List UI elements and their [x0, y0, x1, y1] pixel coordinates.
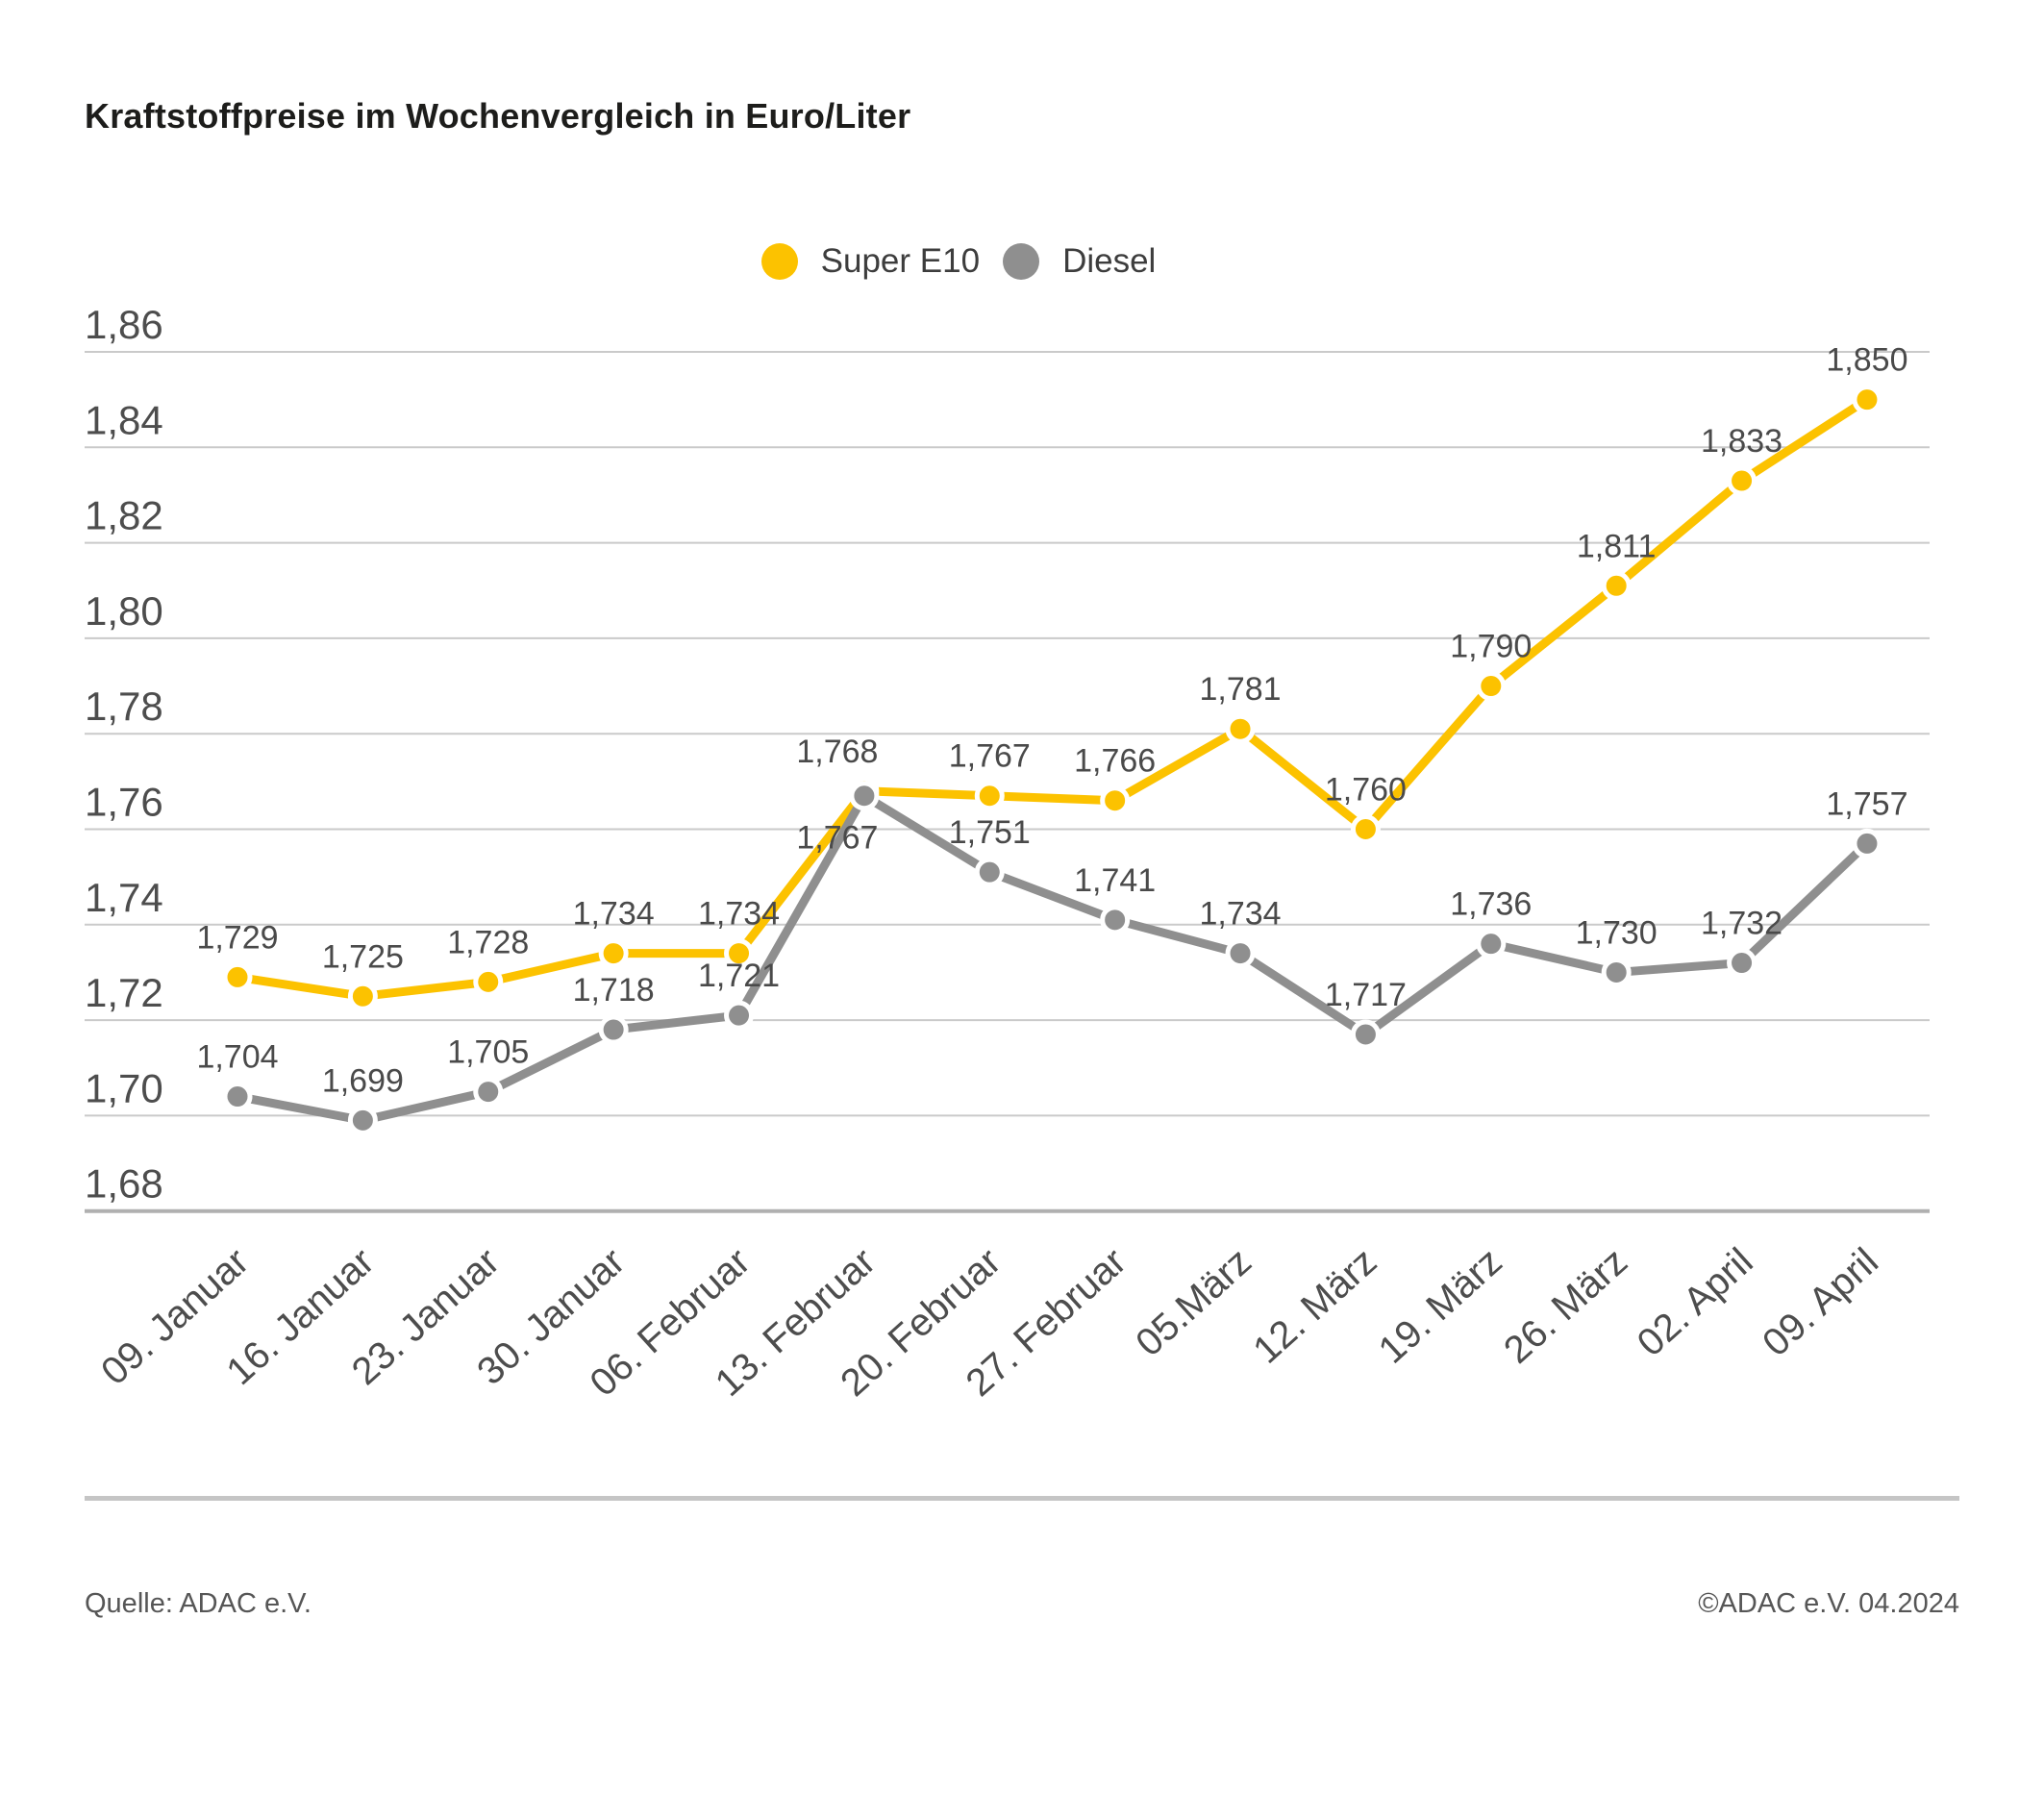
x-tick-label: 09. April	[1755, 1240, 1886, 1364]
data-label-super-e10: 1,760	[1325, 772, 1407, 809]
legend-dot-diesel-icon	[1003, 243, 1040, 280]
data-label-diesel: 1,734	[1199, 896, 1281, 933]
data-label-diesel: 1,732	[1701, 906, 1782, 942]
legend-item-super-e10: Super E10	[760, 242, 981, 281]
data-label-diesel: 1,705	[447, 1034, 529, 1071]
legend-item-diesel: Diesel	[1003, 242, 1156, 281]
data-point-super-e10	[1350, 814, 1381, 844]
data-point-diesel	[473, 1077, 504, 1108]
series-line-diesel	[237, 791, 1871, 1125]
legend-dot-super-e10-icon	[760, 243, 798, 280]
x-tick-label: 12. März	[1245, 1240, 1384, 1372]
data-point-diesel	[1727, 948, 1757, 979]
data-label-diesel: 1,736	[1450, 886, 1532, 923]
y-tick-label: 1,86	[85, 302, 163, 347]
data-point-diesel	[598, 1014, 629, 1045]
data-point-super-e10	[473, 966, 504, 997]
data-point-super-e10	[598, 938, 629, 969]
x-tick-label: 05.März	[1128, 1240, 1259, 1364]
legend-label-super-e10: Super E10	[820, 242, 981, 280]
y-tick-label: 1,82	[85, 493, 163, 538]
y-tick-label: 1,78	[85, 684, 163, 729]
data-point-diesel	[974, 857, 1005, 887]
y-tick-label: 1,72	[85, 970, 163, 1015]
data-label-super-e10: 1,767	[949, 738, 1031, 775]
y-tick-label: 1,84	[85, 397, 163, 442]
data-label-diesel: 1,767	[796, 820, 878, 857]
data-label-super-e10: 1,850	[1826, 342, 1907, 379]
data-point-super-e10	[1476, 671, 1507, 702]
data-point-diesel	[1852, 828, 1882, 859]
data-label-super-e10: 1,790	[1450, 629, 1532, 665]
data-label-diesel: 1,718	[573, 972, 655, 1009]
data-point-super-e10	[1727, 465, 1757, 496]
data-label-diesel: 1,730	[1576, 914, 1658, 951]
data-label-super-e10: 1,734	[698, 896, 780, 933]
data-label-super-e10: 1,728	[447, 924, 529, 960]
data-point-diesel	[1350, 1019, 1381, 1050]
legend: Super E10 Diesel	[0, 242, 1917, 281]
y-tick-label: 1,80	[85, 588, 163, 634]
data-point-super-e10	[1852, 385, 1882, 415]
data-point-super-e10	[222, 961, 253, 992]
data-point-super-e10	[347, 981, 378, 1011]
page-title: Kraftstoffpreise im Wochenvergleich in E…	[85, 96, 911, 136]
data-label-diesel: 1,741	[1074, 862, 1156, 899]
data-point-diesel	[222, 1082, 253, 1112]
footer-divider	[85, 1496, 1959, 1501]
data-point-diesel	[724, 1000, 755, 1031]
data-point-diesel	[1100, 905, 1131, 935]
data-label-super-e10: 1,768	[796, 734, 878, 770]
data-point-super-e10	[1225, 713, 1256, 744]
y-tick-label: 1,70	[85, 1065, 163, 1110]
source-note: Quelle: ADAC e.V.	[85, 1588, 312, 1619]
data-label-super-e10: 1,729	[196, 919, 278, 956]
copyright-note: ©ADAC e.V. 04.2024	[1698, 1588, 1959, 1619]
x-tick-label: 19. März	[1371, 1240, 1510, 1372]
data-label-diesel: 1,699	[322, 1062, 404, 1099]
data-point-diesel	[849, 781, 880, 811]
fuel-price-line-chart: 1,86 1,84 1,82 1,80 1,78 1,76 1,74 1,72 1,70 1,68…	[85, 302, 1930, 1405]
data-point-diesel	[1476, 929, 1507, 959]
data-point-super-e10	[1100, 785, 1131, 816]
y-tick-label: 1,76	[85, 780, 163, 825]
data-label-super-e10: 1,725	[322, 938, 404, 975]
legend-label-diesel: Diesel	[1062, 242, 1157, 280]
data-point-super-e10	[1601, 570, 1632, 601]
data-point-diesel	[1601, 957, 1632, 987]
y-tick-label: 1,74	[85, 875, 163, 920]
data-point-diesel	[347, 1105, 378, 1135]
data-label-diesel: 1,751	[949, 814, 1031, 851]
data-label-diesel: 1,704	[196, 1039, 278, 1076]
data-label-diesel: 1,717	[1325, 977, 1407, 1013]
data-label-diesel: 1,721	[698, 958, 780, 994]
data-point-diesel	[1225, 938, 1256, 969]
footer: Quelle: ADAC e.V. ©ADAC e.V. 04.2024	[85, 1588, 1959, 1620]
data-label-super-e10: 1,734	[573, 896, 655, 933]
y-tick-label: 1,68	[85, 1161, 163, 1207]
x-tick-label: 26. März	[1496, 1240, 1635, 1372]
data-label-super-e10: 1,811	[1577, 528, 1657, 564]
data-point-super-e10	[724, 938, 755, 969]
x-tick-label: 02. April	[1630, 1240, 1761, 1364]
data-label-super-e10: 1,781	[1199, 671, 1281, 708]
data-label-super-e10: 1,833	[1701, 423, 1782, 460]
data-label-diesel: 1,757	[1826, 785, 1907, 822]
data-label-super-e10: 1,766	[1074, 743, 1156, 780]
data-point-super-e10	[974, 781, 1005, 811]
series-line-super-e10	[237, 395, 1870, 1001]
